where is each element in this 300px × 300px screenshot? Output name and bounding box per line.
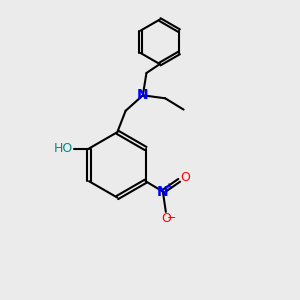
Text: O: O <box>180 171 190 184</box>
Text: O: O <box>161 212 171 225</box>
Text: HO: HO <box>53 142 73 155</box>
Text: N: N <box>137 88 149 102</box>
Text: N: N <box>157 184 169 199</box>
Text: +: + <box>164 182 172 192</box>
Text: −: − <box>167 213 176 223</box>
